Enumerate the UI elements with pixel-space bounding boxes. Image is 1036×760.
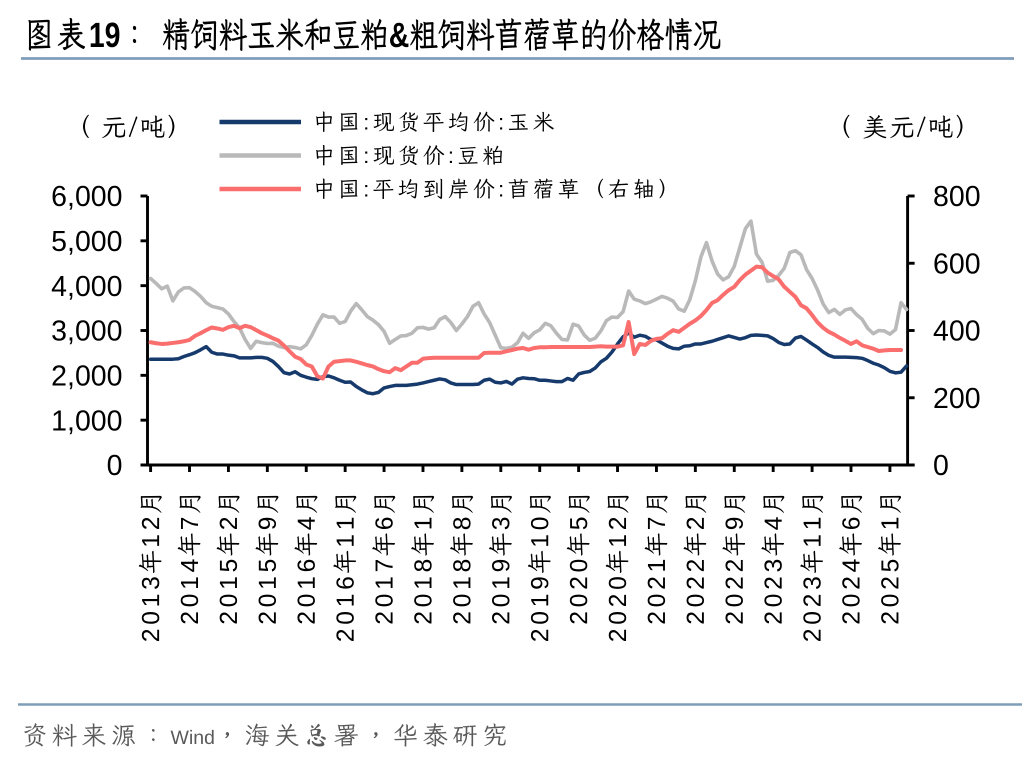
x-axis-tick-label [216, 495, 240, 624]
right-axis-tick-label: 400 [933, 316, 981, 348]
x-axis-tick-label [644, 495, 668, 624]
left-axis-unit-label [83, 114, 175, 139]
left-axis-tick-label: 2,000 [51, 361, 122, 393]
right-axis-unit-label [843, 114, 963, 139]
x-axis-tick-label [177, 495, 201, 624]
series-lines [148, 219, 909, 396]
x-axis-tick-label [411, 495, 435, 624]
figure-footer [18, 703, 1022, 747]
x-axis-tick-label [761, 495, 785, 624]
x-axis-tick-label [566, 495, 590, 624]
x-axis-tick-label [878, 495, 902, 624]
figure-number-label [28, 17, 137, 51]
right-axis-tick-label: 200 [933, 383, 981, 415]
series-line-corn [148, 331, 909, 396]
figure-title [162, 17, 721, 51]
left-axis-tick-label: 1,000 [51, 405, 122, 437]
plot-area: 0 1,000 2,000 3,000 4,000 5,000 6,000 0 … [51, 181, 981, 641]
left-axis-tick-label: 5,000 [51, 226, 122, 258]
legend-item [219, 144, 503, 166]
right-axis-tick-label: 600 [933, 248, 981, 280]
left-axis-tick-label: 3,000 [51, 316, 122, 348]
legend-item-label [315, 144, 503, 166]
legend-item [219, 111, 554, 133]
left-axis-tick-label: 4,000 [51, 271, 122, 303]
x-axis-tick-label [605, 495, 629, 641]
legend-item-label [315, 111, 554, 133]
right-axis-tick-label: 800 [933, 181, 981, 213]
x-axis-tick-label [333, 495, 357, 641]
figure-header [21, 17, 1014, 60]
axis-unit-labels [83, 114, 963, 139]
series-line-alfalfa [148, 264, 904, 381]
x-axis-labels [138, 495, 902, 641]
x-axis-tick-label [450, 495, 474, 624]
legend-item [219, 178, 665, 200]
legend-item-label [315, 178, 665, 200]
series-line-soybean-meal [148, 219, 909, 351]
x-axis-tick-label [138, 495, 162, 641]
x-axis-tick-label [527, 495, 551, 641]
x-axis-tick-label [839, 495, 863, 624]
x-axis-tick-label [255, 495, 279, 624]
left-axis-tick-label: 6,000 [51, 181, 122, 213]
x-axis-tick-label [294, 495, 318, 624]
y-axis-labels: 0 1,000 2,000 3,000 4,000 5,000 6,000 0 … [51, 181, 980, 482]
x-axis-tick-label [489, 495, 512, 624]
axes [140, 194, 915, 472]
x-axis-tick-label [722, 495, 746, 624]
right-axis-tick-label: 0 [933, 450, 949, 482]
x-axis-tick-label [800, 495, 824, 641]
x-axis-tick-label [372, 495, 396, 624]
source-note [24, 723, 506, 747]
chart-legend [219, 111, 665, 200]
left-axis-tick-label: 0 [107, 450, 123, 482]
x-axis-tick-label [683, 495, 707, 624]
